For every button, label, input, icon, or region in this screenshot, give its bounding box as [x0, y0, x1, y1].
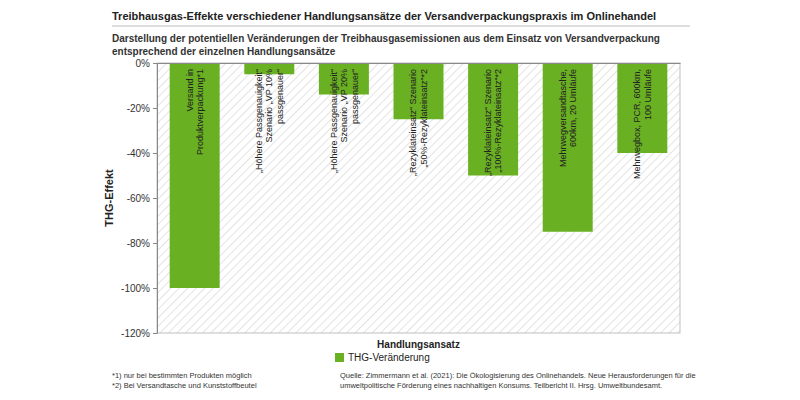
y-tick-label: -60%	[127, 193, 150, 204]
x-tick: „Höhere Passgenauigkeit“Szenario „VP 10%…	[254, 63, 285, 173]
x-tick-label-line: 600km, 20 Umläufe	[568, 69, 578, 147]
legend-swatch	[335, 353, 344, 362]
x-tick-label-line: Versand in	[185, 69, 195, 112]
x-tick: „Rezyklateinsatz“ Szenario„50%-Rezyklate…	[408, 63, 429, 176]
x-tick-label-line: „Höhere Passgenauigkeit“	[329, 69, 339, 173]
bar	[468, 63, 518, 176]
y-tick-label: -100%	[121, 283, 150, 294]
y-tick-label: -20%	[127, 103, 150, 114]
x-tick-label-line: „Rezyklateinsatz“ Szenario	[483, 69, 493, 176]
source: umweltpolitische Förderung eines nachhal…	[340, 381, 662, 390]
y-tick: 0%	[136, 58, 157, 69]
y-axis-title: THG-Effekt	[103, 169, 115, 227]
y-tick-mark	[153, 153, 157, 154]
x-tick-label-line: „Höhere Passgenauigkeit“	[254, 69, 264, 173]
y-axis-line	[153, 64, 158, 334]
x-tick-label-line: Szenario „VP 10%	[264, 69, 274, 142]
chart-svg: Treibhausgas-Effekte verschiedener Handl…	[0, 0, 800, 400]
x-tick-label-line: passgenauer“	[275, 69, 285, 124]
y-tick-mark	[153, 198, 157, 199]
chart-title: Treibhausgas-Effekte verschiedener Handl…	[112, 10, 656, 22]
footnote: *1) nur bei bestimmten Produkten möglich	[112, 371, 252, 380]
x-tick: Mehrwegversandtasche,600km, 20 Umläufe	[558, 63, 579, 167]
x-tick-label-line: Mehrwegversandtasche,	[558, 69, 568, 167]
x-tick-label: „Rezyklateinsatz“ Szenario„100%-Rezyklat…	[483, 69, 504, 176]
y-tick: -100%	[121, 283, 157, 294]
x-tick-label-line: „50%-Rezyklateinsatz“*2	[419, 69, 429, 168]
x-axis-title: Handlungsansatz	[377, 339, 460, 350]
legend-label: THG-Veränderung	[348, 352, 430, 363]
y-tick-mark	[153, 108, 157, 109]
x-tick-label: Mehrwegbox, PCR, 600km,100 Umläufe	[632, 69, 653, 179]
chart-container: Treibhausgas-Effekte verschiedener Handl…	[0, 0, 800, 400]
legend: THG-Veränderung	[335, 352, 430, 363]
y-tick-mark	[153, 333, 157, 334]
y-tick-label: 0%	[136, 58, 151, 69]
x-tick-label: „Höhere Passgenauigkeit“Szenario „VP 20%…	[329, 69, 360, 173]
y-axis: 0% -20% -40% -60% -80% -100% -120%	[121, 58, 157, 339]
x-tick-label: „Rezyklateinsatz“ Szenario„50%-Rezyklate…	[408, 69, 429, 176]
bar	[617, 63, 667, 153]
x-tick-label-line: 100 Umläufe	[643, 69, 653, 120]
y-tick: -60%	[127, 193, 157, 204]
x-tick: Versand inProduktverpackung*1	[185, 63, 206, 155]
chart-subtitle: entsprechend der einzelnen Handlungsansä…	[112, 46, 336, 57]
y-tick: -20%	[127, 103, 157, 114]
x-tick-label: Mehrwegversandtasche,600km, 20 Umläufe	[558, 69, 579, 167]
x-tick-label-line: „100%-Rezyklateinsatz“*2	[494, 69, 504, 173]
y-tick-label: -40%	[127, 148, 150, 159]
x-tick-label-line: Produktverpackung*1	[195, 69, 205, 155]
x-tick-label-line: Szenario „VP 20%	[339, 69, 349, 142]
y-tick: -40%	[127, 148, 157, 159]
y-tick-label: -120%	[121, 328, 150, 339]
plot-area	[157, 63, 680, 333]
x-tick-label-line: Mehrwegbox, PCR, 600km,	[632, 69, 642, 179]
y-tick-mark	[153, 63, 157, 64]
y-tick-mark	[153, 243, 157, 244]
x-tick: Mehrwegbox, PCR, 600km,100 Umläufe	[632, 63, 653, 179]
y-tick: -120%	[121, 328, 157, 339]
x-tick-label-line: passgenauer“	[350, 69, 360, 124]
y-tick-label: -80%	[127, 238, 150, 249]
x-tick: „Rezyklateinsatz“ Szenario„100%-Rezyklat…	[483, 63, 504, 176]
x-tick-label: Versand inProduktverpackung*1	[185, 69, 206, 155]
footnote: *2) Bei Versandtasche und Kunststoffbeut…	[112, 381, 257, 390]
chart-subtitle: Darstellung der potentiellen Veränderung…	[112, 33, 660, 44]
x-tick-label-line: „Rezyklateinsatz“ Szenario	[408, 69, 418, 176]
bars	[170, 63, 668, 288]
x-axis-line	[158, 63, 681, 64]
x-axis: Versand inProduktverpackung*1 „Höhere Pas…	[158, 63, 681, 179]
source: Quelle: Zimmermann et al. (2021): Die Ök…	[340, 371, 696, 380]
y-tick-mark	[153, 288, 157, 289]
x-tick: „Höhere Passgenauigkeit“Szenario „VP 20%…	[329, 63, 360, 173]
bar	[170, 63, 220, 288]
x-tick-label: „Höhere Passgenauigkeit“Szenario „VP 10%…	[254, 69, 285, 173]
y-tick: -80%	[127, 238, 157, 249]
bar	[543, 63, 593, 232]
title-rule	[112, 26, 690, 27]
